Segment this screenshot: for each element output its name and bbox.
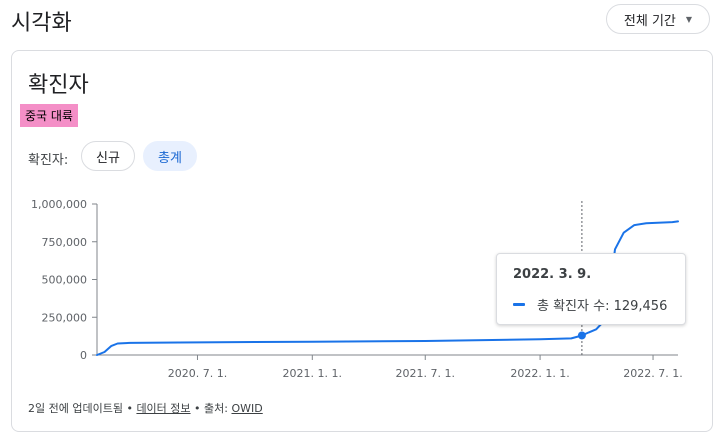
chart-tooltip: 2022. 3. 9. 총 확진자 수: 129,456 — [496, 253, 686, 325]
x-tick-label: 2021. 1. 1. — [283, 367, 342, 380]
y-tick-label: 1,000,000 — [31, 198, 87, 211]
x-tick-label: 2020. 7. 1. — [168, 367, 227, 380]
highlight-point — [577, 331, 586, 340]
y-tick-label: 500,000 — [42, 274, 88, 287]
x-tick-label: 2021. 7. 1. — [396, 367, 455, 380]
chip-total[interactable]: 총계 — [143, 141, 197, 171]
cases-card: 확진자 중국 대륙 확진자: 신규 총계 0 250,000 500,000 750,… — [11, 50, 713, 432]
source-prefix: • 출처: — [190, 402, 232, 415]
period-dropdown-button[interactable]: 전체 기간 ▼ — [606, 4, 710, 34]
filter-label: 확진자: — [28, 153, 69, 168]
footer: 2일 전에 업데이트됨 • 데이터 정보 • 출처: OWID — [28, 400, 263, 416]
source-link[interactable]: OWID — [231, 402, 263, 415]
tooltip-value: 총 확진자 수: 129,456 — [537, 299, 668, 314]
series-swatch — [513, 303, 525, 306]
y-tick-label: 750,000 — [42, 236, 88, 249]
chip-new[interactable]: 신규 — [81, 141, 135, 171]
page-title: 시각화 — [11, 11, 72, 36]
y-tick-label: 250,000 — [42, 311, 88, 324]
chevron-down-icon: ▼ — [685, 14, 693, 24]
cases-line-chart[interactable]: 0 250,000 500,000 750,000 1,000,000 2020. 7. … — [12, 51, 712, 391]
tooltip-date: 2022. 3. 9. — [513, 267, 592, 282]
x-tick-label: 2022. 1. 1. — [510, 367, 569, 380]
data-info-link[interactable]: 데이터 정보 — [136, 402, 191, 415]
x-tick-label: 2022. 7. 1. — [623, 367, 682, 380]
region-badge: 중국 대륙 — [20, 104, 78, 127]
y-tick-label: 0 — [80, 349, 87, 362]
period-label: 전체 기간 — [623, 13, 676, 29]
tooltip-row: 총 확진자 수: 129,456 — [513, 295, 667, 314]
card-title: 확진자 — [28, 73, 89, 98]
footer-separator: • — [122, 402, 137, 415]
updated-text: 2일 전에 업데이트됨 — [28, 402, 123, 415]
